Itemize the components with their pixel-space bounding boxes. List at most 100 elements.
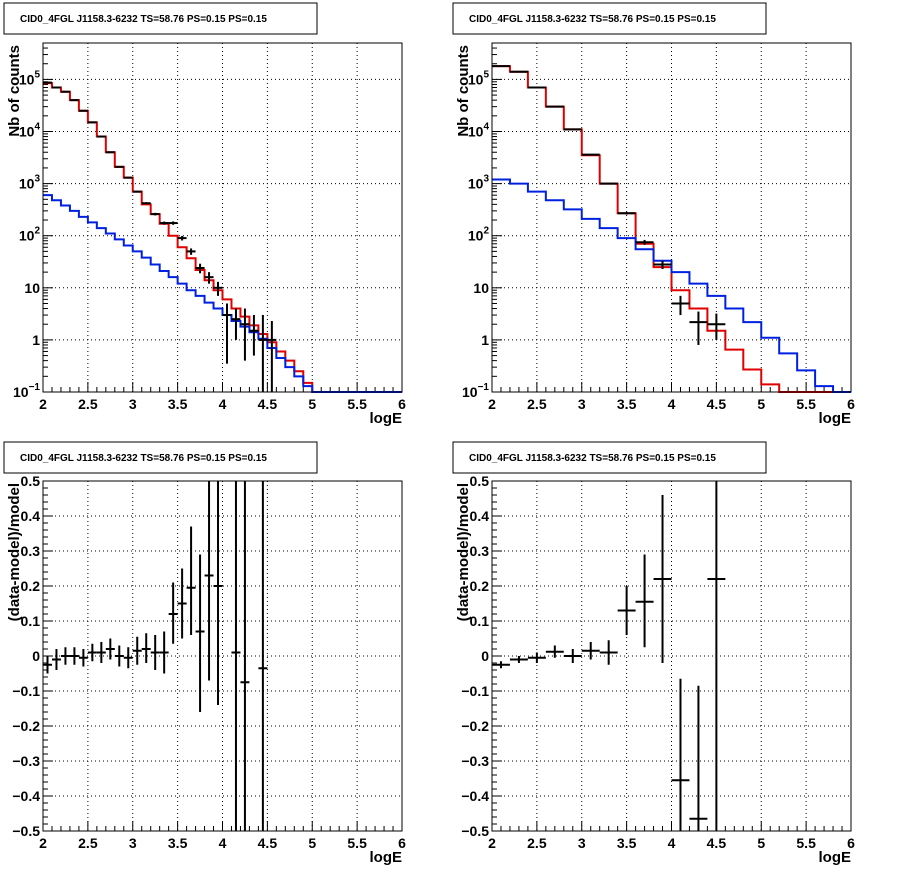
y-tick-label: 102: [468, 226, 490, 244]
y-tick-label: 0.3: [21, 543, 41, 559]
x-tick-label: 5: [308, 396, 316, 412]
y-tick-label: 0.1: [470, 613, 490, 629]
x-tick-label: 2: [488, 835, 496, 851]
x-tick-label: 2: [488, 396, 496, 412]
y-tick-label: 0.4: [470, 508, 490, 524]
chart-title: CID0_4FGL J1158.3-6232 TS=58.76 PS=0.15 …: [469, 453, 716, 464]
chart-title-box: [3, 2, 318, 35]
x-tick-label: 4.5: [707, 835, 727, 851]
y-tick-label: 105: [19, 69, 41, 87]
y-tick-label: 102: [19, 226, 41, 244]
y-tick-label: 10−1: [13, 382, 40, 400]
y-tick-label: 1: [481, 332, 489, 348]
x-axis-title: logE: [370, 410, 403, 427]
plot-frame: [42, 480, 403, 832]
y-tick-label: 0: [32, 648, 40, 664]
x-tick-label: 2: [39, 396, 47, 412]
x-tick-label: 3: [129, 835, 137, 851]
plot-frame: [491, 42, 852, 393]
x-tick-label: 6: [398, 396, 406, 412]
plot-frame: [491, 480, 852, 832]
x-tick-label: 5: [757, 396, 765, 412]
y-tick-label: −0.5: [461, 823, 489, 839]
x-tick-label: 6: [847, 835, 855, 851]
chart-title: CID0_4FGL J1158.3-6232 TS=58.76 PS=0.15 …: [20, 453, 267, 464]
chart-title: CID0_4FGL J1158.3-6232 TS=58.76 PS=0.15 …: [469, 14, 716, 25]
y-axis-title: (data-model)/model: [6, 483, 23, 621]
x-axis-title: logE: [819, 410, 852, 427]
y-tick-label: −0.3: [461, 753, 489, 769]
chart-panel-1: 2 2.5 3 3.5 4 4.5 5 5.5 6 10−1 1 10 102 103 104 105 logE…: [3, 2, 406, 427]
chart-title: CID0_4FGL J1158.3-6232 TS=58.76 PS=0.15 …: [20, 14, 267, 25]
y-tick-label: 0.3: [470, 543, 490, 559]
x-axis-title: logE: [819, 849, 852, 866]
y-tick-label: 0.4: [21, 508, 41, 524]
x-tick-label: 3: [578, 835, 586, 851]
x-tick-label: 5.5: [796, 396, 816, 412]
y-tick-label: −0.4: [12, 788, 40, 804]
series-step-2: [43, 194, 402, 393]
x-tick-label: 4.5: [258, 396, 278, 412]
y-tick-label: 0.2: [470, 578, 490, 594]
x-tick-label: 6: [398, 835, 406, 851]
x-tick-label: 3.5: [617, 396, 637, 412]
chart-panel-2: 2 2.5 3 3.5 4 4.5 5 5.5 6 10−1 1 10 102 103 104 105 logE…: [452, 2, 855, 427]
chart-title-box: [3, 441, 318, 474]
y-tick-label: −0.5: [12, 823, 40, 839]
x-tick-label: 3: [578, 396, 586, 412]
x-tick-label: 3.5: [168, 835, 188, 851]
y-tick-label: −0.1: [461, 683, 489, 699]
plot-frame: [42, 42, 403, 393]
y-tick-label: 0.2: [21, 578, 41, 594]
chart-panel-4: 2 2.5 3 3.5 4 4.5 5 5.5 6 −0.5 −0.4 −0.3 −0.2 −0.1 0 0.…: [452, 441, 855, 866]
x-tick-label: 2.5: [527, 396, 547, 412]
x-tick-label: 2: [39, 835, 47, 851]
x-tick-label: 5: [757, 835, 765, 851]
x-tick-label: 3.5: [617, 835, 637, 851]
x-tick-label: 4: [668, 396, 676, 412]
y-tick-label: 104: [468, 122, 490, 140]
y-tick-label: −0.3: [12, 753, 40, 769]
y-tick-label: 1: [32, 332, 40, 348]
y-axis-title: Nb of counts: [455, 45, 472, 137]
y-tick-label: −0.2: [461, 718, 489, 734]
x-axis-title: logE: [370, 849, 403, 866]
x-tick-label: 6: [847, 396, 855, 412]
x-tick-label: 3.5: [168, 396, 188, 412]
y-axis-title: Nb of counts: [6, 45, 23, 137]
x-tick-label: 2.5: [78, 396, 98, 412]
y-tick-label: −0.1: [12, 683, 40, 699]
x-tick-label: 5: [308, 835, 316, 851]
y-tick-label: 105: [468, 69, 490, 87]
y-tick-label: 0.5: [21, 473, 41, 489]
x-tick-label: 5.5: [347, 396, 367, 412]
y-tick-label: 10: [473, 280, 489, 296]
y-tick-label: −0.2: [12, 718, 40, 734]
y-tick-label: 0.5: [470, 473, 490, 489]
x-tick-label: 2.5: [527, 835, 547, 851]
y-axis-title: (data-model)/model: [455, 483, 472, 621]
y-tick-label: 103: [468, 174, 490, 192]
x-tick-label: 4.5: [707, 396, 727, 412]
x-tick-label: 3: [129, 396, 137, 412]
chart-panel-3: 2 2.5 3 3.5 4 4.5 5 5.5 6 −0.5 −0.4 −0.3 −0.2 −0.1 0 0.…: [3, 441, 406, 866]
chart-title-box: [452, 441, 767, 474]
y-tick-label: 10−1: [462, 382, 489, 400]
series-step-1: [43, 82, 402, 393]
x-tick-label: 4: [219, 835, 227, 851]
x-tick-label: 5.5: [796, 835, 816, 851]
x-tick-label: 2.5: [78, 835, 98, 851]
y-tick-label: 104: [19, 122, 41, 140]
x-tick-label: 4: [219, 396, 227, 412]
x-tick-label: 4.5: [258, 835, 278, 851]
y-tick-label: −0.4: [461, 788, 489, 804]
chart-title-box: [452, 2, 767, 35]
y-tick-label: 103: [19, 174, 41, 192]
y-tick-label: 0: [481, 648, 489, 664]
y-tick-label: 0.1: [21, 613, 41, 629]
x-tick-label: 5.5: [347, 835, 367, 851]
x-tick-label: 4: [668, 835, 676, 851]
series-step-2: [492, 178, 851, 393]
y-tick-label: 10: [24, 280, 40, 296]
